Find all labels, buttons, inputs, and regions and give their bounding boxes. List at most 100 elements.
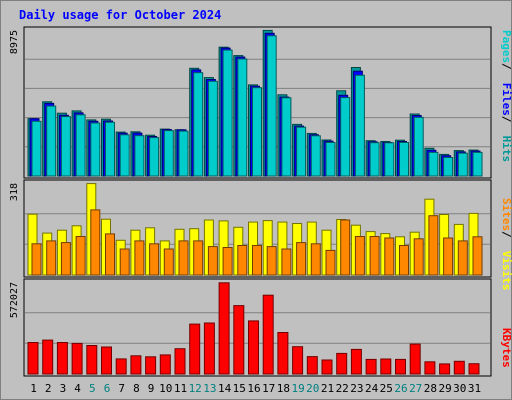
- visits-bar-sites-day-2: [46, 240, 57, 276]
- hits-bar-pages-day-16: [252, 87, 262, 177]
- x-tick-day-4: 4: [74, 382, 81, 395]
- x-tick-day-19: 19: [291, 382, 304, 395]
- kbytes-bar-kbytes-day-30: [453, 360, 465, 375]
- kbytes-bar-kbytes-day-8: [130, 355, 142, 375]
- x-tick-day-13: 13: [203, 382, 216, 395]
- x-tick-day-29: 29: [438, 382, 451, 395]
- visits-bar-sites-day-26: [399, 245, 409, 276]
- hits-bar-pages-day-25: [384, 142, 395, 177]
- x-tick-day-5: 5: [89, 382, 96, 395]
- kbytes-bar-kbytes-day-11: [174, 348, 186, 375]
- hits-bar-pages-day-31: [472, 151, 483, 177]
- visits-bar-sites-day-8: [134, 240, 145, 276]
- hits-legend-separator: /: [500, 116, 512, 123]
- x-tick-day-17: 17: [262, 382, 275, 395]
- visits-bar-sites-day-9: [149, 243, 160, 276]
- visits-bar-sites-day-23: [354, 236, 365, 276]
- kbytes-bar-kbytes-day-23: [350, 348, 362, 375]
- visits-bar-sites-day-21: [325, 249, 336, 276]
- visits-legend-sites: Sites: [500, 198, 512, 231]
- visits-bar-sites-day-13: [207, 246, 218, 276]
- visits-bar-sites-day-11: [178, 240, 189, 276]
- visits-legend-visits: Visits: [500, 251, 512, 291]
- visits-bar-sites-day-19: [296, 242, 307, 276]
- visits-bar-sites-day-30: [457, 240, 468, 276]
- visits-legend-separator: /: [500, 231, 512, 238]
- kbytes-bar-kbytes-day-3: [56, 342, 68, 375]
- kbytes-bar-kbytes-day-13: [203, 322, 215, 375]
- hits-bar-pages-day-30: [457, 152, 468, 177]
- hits-bar-pages-day-26: [399, 142, 409, 177]
- x-tick-day-24: 24: [365, 382, 379, 395]
- kbytes-bar-kbytes-day-12: [189, 323, 201, 375]
- visits-bar-sites-day-4: [75, 236, 86, 276]
- kbytes-bar-kbytes-day-17: [262, 294, 274, 375]
- hits-bar-pages-day-22: [340, 97, 351, 177]
- visits-bar-sites-day-15: [237, 245, 248, 276]
- kbytes-bar-kbytes-day-1: [27, 342, 39, 375]
- visits-bar-sites-day-27: [413, 238, 424, 276]
- visits-bar-sites-day-28: [428, 215, 439, 276]
- hits-bar-pages-day-3: [60, 116, 71, 177]
- kbytes-legend-kbytes: KBytes: [500, 328, 512, 368]
- kbytes-bar-kbytes-day-4: [71, 342, 83, 375]
- kbytes-bar-kbytes-day-31: [468, 363, 480, 375]
- visits-bar-sites-day-24: [369, 236, 380, 276]
- x-tick-day-9: 9: [148, 382, 155, 395]
- hits-legend-files: Files: [500, 83, 512, 116]
- hits-legend-hits: Hits: [500, 136, 512, 163]
- x-tick-day-2: 2: [45, 382, 52, 395]
- visits-bar-sites-day-12: [193, 240, 204, 276]
- kbytes-bar-kbytes-day-2: [42, 339, 54, 375]
- x-tick-day-12: 12: [189, 382, 202, 395]
- visits-bar-sites-day-31: [472, 236, 483, 276]
- x-tick-day-14: 14: [218, 382, 232, 395]
- visits-bar-sites-day-14: [222, 247, 233, 276]
- hits-bar-pages-day-27: [413, 116, 424, 177]
- kbytes-bar-kbytes-day-5: [86, 345, 98, 375]
- hits-legend-separator: /: [500, 63, 512, 70]
- hits-bar-pages-day-8: [134, 135, 145, 177]
- x-tick-day-28: 28: [424, 382, 437, 395]
- kbytes-bar-kbytes-day-18: [277, 332, 289, 375]
- hits-bar-pages-day-6: [105, 121, 115, 177]
- chart-title: Daily usage for October 2024: [19, 8, 222, 22]
- x-tick-day-11: 11: [174, 382, 187, 395]
- x-tick-day-3: 3: [60, 382, 67, 395]
- visits-bar-sites-day-25: [384, 237, 395, 276]
- x-tick-day-22: 22: [336, 382, 349, 395]
- visits-bar-sites-day-29: [443, 237, 454, 276]
- hits-bar-pages-day-15: [237, 58, 248, 177]
- kbytes-bar-kbytes-day-14: [218, 282, 230, 375]
- hits-bar-pages-day-10: [163, 130, 174, 177]
- hits-bar-pages-day-5: [90, 122, 101, 177]
- x-tick-day-7: 7: [118, 382, 125, 395]
- x-tick-day-30: 30: [453, 382, 466, 395]
- hits-ymax-label: 8975: [9, 30, 20, 54]
- hits-bar-pages-day-17: [266, 35, 277, 177]
- kbytes-bar-kbytes-day-19: [292, 346, 304, 375]
- hits-bar-pages-day-19: [296, 126, 307, 177]
- x-tick-day-6: 6: [104, 382, 111, 395]
- x-tick-day-20: 20: [306, 382, 319, 395]
- kbytes-bar-kbytes-day-26: [395, 358, 406, 375]
- hits-bar-pages-day-24: [369, 142, 380, 177]
- x-tick-day-23: 23: [350, 382, 363, 395]
- hits-bar-pages-day-2: [46, 105, 57, 177]
- hits-bar-pages-day-18: [281, 97, 292, 177]
- kbytes-bar-kbytes-day-22: [336, 352, 348, 375]
- visits-bar-sites-day-7: [119, 248, 130, 276]
- kbytes-bar-kbytes-day-16: [248, 320, 259, 375]
- visits-bar-sites-day-10: [163, 248, 174, 276]
- kbytes-bar-kbytes-day-29: [439, 363, 451, 375]
- hits-bar-pages-day-29: [443, 157, 454, 177]
- visits-bar-sites-day-18: [281, 248, 292, 276]
- hits-bar-pages-day-12: [193, 72, 204, 177]
- kbytes-bar-kbytes-day-6: [101, 346, 112, 375]
- hits-bar-pages-day-21: [325, 142, 336, 177]
- visits-bar-sites-day-20: [310, 243, 321, 276]
- x-tick-day-25: 25: [380, 382, 393, 395]
- kbytes-bar-kbytes-day-24: [365, 358, 377, 375]
- x-tick-day-21: 21: [321, 382, 334, 395]
